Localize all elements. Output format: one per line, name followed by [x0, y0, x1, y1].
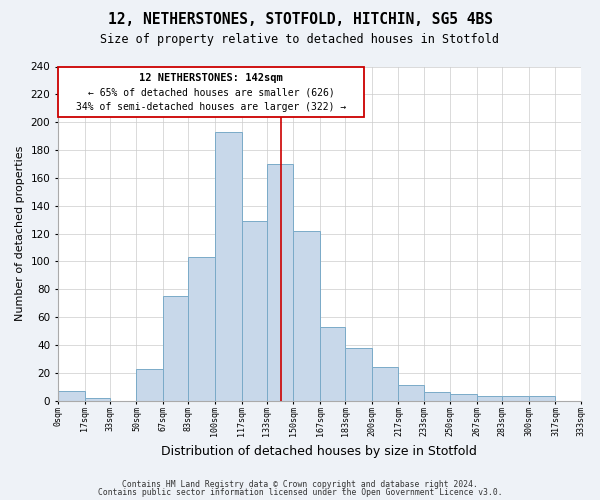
Bar — [58, 391, 85, 400]
Text: 12 NETHERSTONES: 142sqm: 12 NETHERSTONES: 142sqm — [139, 72, 283, 83]
Text: Contains public sector information licensed under the Open Government Licence v3: Contains public sector information licen… — [98, 488, 502, 497]
Text: Contains HM Land Registry data © Crown copyright and database right 2024.: Contains HM Land Registry data © Crown c… — [122, 480, 478, 489]
Bar — [345, 348, 372, 401]
Bar — [266, 164, 293, 400]
Bar — [85, 398, 110, 400]
Text: Size of property relative to detached houses in Stotfold: Size of property relative to detached ho… — [101, 32, 499, 46]
Bar — [188, 257, 215, 400]
Bar — [242, 221, 266, 400]
Bar — [215, 132, 242, 400]
Bar — [163, 296, 188, 401]
Bar — [372, 367, 398, 400]
Text: ← 65% of detached houses are smaller (626): ← 65% of detached houses are smaller (62… — [88, 88, 334, 98]
Bar — [450, 394, 477, 400]
Bar — [502, 396, 529, 400]
Text: 12, NETHERSTONES, STOTFOLD, HITCHIN, SG5 4BS: 12, NETHERSTONES, STOTFOLD, HITCHIN, SG5… — [107, 12, 493, 28]
Y-axis label: Number of detached properties: Number of detached properties — [15, 146, 25, 321]
Bar — [424, 392, 450, 400]
FancyBboxPatch shape — [58, 66, 364, 116]
Bar — [320, 327, 345, 400]
Bar — [293, 231, 320, 400]
Bar — [398, 386, 424, 400]
Bar — [477, 396, 502, 400]
Bar — [136, 368, 163, 400]
X-axis label: Distribution of detached houses by size in Stotfold: Distribution of detached houses by size … — [161, 444, 477, 458]
Text: 34% of semi-detached houses are larger (322) →: 34% of semi-detached houses are larger (… — [76, 102, 346, 112]
Bar — [529, 396, 556, 400]
